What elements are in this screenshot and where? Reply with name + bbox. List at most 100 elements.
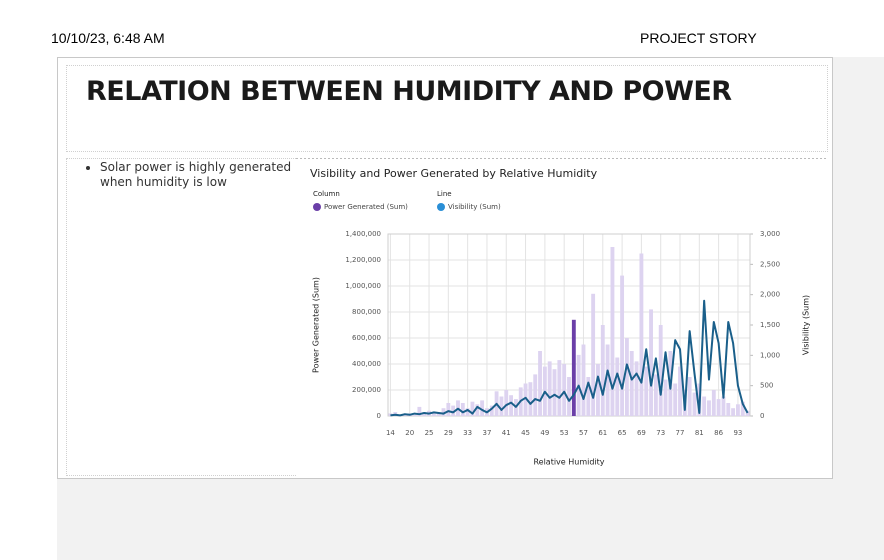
bar <box>740 401 745 416</box>
bar <box>644 366 649 416</box>
bar <box>446 403 451 416</box>
line <box>390 299 749 417</box>
bar <box>745 410 750 416</box>
bar <box>658 325 663 416</box>
bar <box>417 406 422 416</box>
legend-swatch <box>313 203 321 211</box>
bar <box>596 364 600 416</box>
bar <box>422 412 427 416</box>
y-tick-label: 200,000 <box>352 386 381 394</box>
x-tick-label: 53 <box>560 429 569 437</box>
bar <box>610 247 615 416</box>
x-tick-label: 37 <box>482 429 491 437</box>
title-box <box>66 65 828 152</box>
x-axis-title: Relative Humidity <box>533 458 604 467</box>
x-tick-label: 41 <box>502 429 511 437</box>
bullet-list: Solar power is highly generated when hum… <box>84 160 305 190</box>
y2-tick-label: 3,000 <box>760 230 780 238</box>
slide <box>57 57 833 479</box>
bar <box>716 399 721 416</box>
bar <box>552 369 557 416</box>
text-box <box>66 158 298 476</box>
bar <box>653 374 658 416</box>
bar <box>736 404 740 416</box>
bar <box>649 309 653 416</box>
gray-side <box>832 57 884 478</box>
y2-tick-label: 2,500 <box>760 260 780 268</box>
bar <box>615 357 620 416</box>
bar <box>436 412 441 416</box>
x-tick-label: 45 <box>521 429 530 437</box>
bar <box>523 383 528 416</box>
bar <box>571 319 576 416</box>
bar <box>600 325 605 416</box>
print-section: PROJECT STORY <box>640 30 757 46</box>
bar <box>726 403 731 416</box>
bar <box>562 364 567 416</box>
bar <box>441 408 446 416</box>
y2-tick-label: 1,000 <box>760 351 780 359</box>
bullet: Solar power is highly generated when hum… <box>100 160 305 190</box>
bar <box>639 253 644 416</box>
bar <box>711 390 716 416</box>
chart: Visibility and Power Generated by Relati… <box>296 158 828 478</box>
gray-bottom <box>57 478 884 560</box>
bar <box>591 293 596 416</box>
x-tick-label: 93 <box>733 429 742 437</box>
bar <box>547 361 552 416</box>
y2-axis-title: Visibility (Sum) <box>802 295 811 355</box>
slide-title: RELATION BETWEEN HUMIDITY AND POWER <box>86 76 732 107</box>
x-tick-label: 49 <box>540 429 549 437</box>
chart-bg <box>296 158 828 478</box>
bar <box>629 351 634 416</box>
x-tick-label: 69 <box>637 429 646 437</box>
bar <box>663 379 668 416</box>
bar <box>620 275 625 416</box>
bar <box>586 377 591 416</box>
bar <box>702 396 707 416</box>
bar <box>731 408 736 416</box>
x-tick-label: 20 <box>405 429 414 437</box>
bar <box>470 401 475 416</box>
bar <box>480 400 485 416</box>
x-tick-label: 25 <box>425 429 434 437</box>
y2-tick-label: 0 <box>760 412 764 420</box>
x-tick-label: 77 <box>676 429 685 437</box>
bar <box>499 396 504 416</box>
y-tick-label: 1,000,000 <box>345 282 381 290</box>
legend-group: Line <box>437 190 452 198</box>
bar <box>634 361 639 416</box>
bar <box>687 377 692 416</box>
bar <box>538 351 542 416</box>
bar <box>431 413 436 416</box>
y-tick-label: 400,000 <box>352 360 381 368</box>
legend-swatch <box>437 203 445 211</box>
bar <box>475 404 480 416</box>
x-tick-label: 65 <box>618 429 627 437</box>
x-tick-label: 33 <box>463 429 472 437</box>
bar <box>557 360 562 416</box>
y-tick-label: 1,400,000 <box>345 230 381 238</box>
x-tick-label: 57 <box>579 429 588 437</box>
bar <box>721 396 726 416</box>
y2-tick-label: 500 <box>760 382 773 390</box>
print-date: 10/10/23, 6:48 AM <box>51 30 165 46</box>
chart-title: Visibility and Power Generated by Relati… <box>310 167 598 180</box>
bar <box>567 377 571 416</box>
bar <box>533 374 538 416</box>
bar <box>460 403 465 416</box>
bar <box>707 400 711 416</box>
y2-tick-label: 2,000 <box>760 291 780 299</box>
bar <box>678 366 682 416</box>
y-tick-label: 0 <box>377 412 381 420</box>
bar <box>605 344 610 416</box>
legend-label: Visibility (Sum) <box>448 203 501 211</box>
x-tick-label: 61 <box>598 429 607 437</box>
bar <box>465 408 470 416</box>
y2-tick-label: 1,500 <box>760 321 780 329</box>
y-tick-label: 800,000 <box>352 308 381 316</box>
y-axis-title: Power Generated (Sum) <box>312 277 321 373</box>
x-tick-label: 29 <box>444 429 453 437</box>
bar <box>624 338 629 416</box>
